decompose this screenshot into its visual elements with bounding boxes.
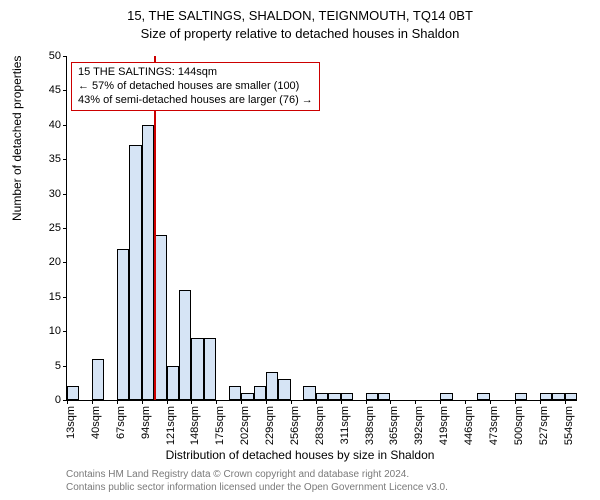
histogram-bar xyxy=(92,359,104,400)
histogram-bar xyxy=(366,393,378,400)
y-tick-label: 10 xyxy=(21,325,67,337)
histogram-bar xyxy=(278,379,290,400)
histogram-bar xyxy=(552,393,564,400)
histogram-bar xyxy=(241,393,253,400)
plot-area: 0510152025303540455013sqm40sqm67sqm94sqm… xyxy=(66,56,577,401)
x-tick-mark xyxy=(92,400,93,404)
y-tick-label: 15 xyxy=(21,291,67,303)
histogram-bar xyxy=(378,393,390,400)
x-tick-label: 175sqm xyxy=(214,406,226,445)
x-tick-mark xyxy=(465,400,466,404)
x-tick-label: 500sqm xyxy=(513,406,525,445)
histogram-bar xyxy=(67,386,79,400)
x-tick-mark xyxy=(366,400,367,404)
x-tick-mark xyxy=(540,400,541,404)
footnote-line: Contains HM Land Registry data © Crown c… xyxy=(66,468,448,481)
x-tick-label: 338sqm xyxy=(364,406,376,445)
histogram-bar xyxy=(254,386,266,400)
x-tick-mark xyxy=(216,400,217,404)
x-tick-mark xyxy=(167,400,168,404)
y-tick-label: 0 xyxy=(21,394,67,406)
x-tick-mark xyxy=(67,400,68,404)
y-tick-label: 30 xyxy=(21,188,67,200)
y-tick-label: 40 xyxy=(21,119,67,131)
x-tick-mark xyxy=(266,400,267,404)
footnote-line: Contains public sector information licen… xyxy=(66,481,448,494)
histogram-bar xyxy=(341,393,353,400)
x-tick-label: 229sqm xyxy=(264,406,276,445)
x-tick-label: 527sqm xyxy=(538,406,550,445)
x-tick-label: 446sqm xyxy=(463,406,475,445)
x-tick-mark xyxy=(142,400,143,404)
x-tick-mark xyxy=(191,400,192,404)
x-tick-label: 94sqm xyxy=(140,406,152,439)
x-tick-mark xyxy=(291,400,292,404)
page-title: 15, THE SALTINGS, SHALDON, TEIGNMOUTH, T… xyxy=(0,8,600,23)
histogram-bar xyxy=(565,393,577,400)
y-tick-label: 45 xyxy=(21,84,67,96)
x-tick-label: 473sqm xyxy=(488,406,500,445)
y-tick-label: 20 xyxy=(21,256,67,268)
x-tick-mark xyxy=(341,400,342,404)
annotation-line: ← 57% of detached houses are smaller (10… xyxy=(78,80,313,94)
histogram-bar xyxy=(117,249,129,400)
histogram-bar xyxy=(266,372,278,400)
footnote: Contains HM Land Registry data © Crown c… xyxy=(66,468,448,494)
annotation-line: 15 THE SALTINGS: 144sqm xyxy=(78,66,313,80)
x-tick-label: 554sqm xyxy=(563,406,575,445)
x-tick-label: 311sqm xyxy=(339,406,351,444)
histogram-bar xyxy=(540,393,552,400)
histogram-bar xyxy=(191,338,203,400)
x-tick-label: 13sqm xyxy=(65,406,77,439)
y-tick-label: 50 xyxy=(21,50,67,62)
x-tick-label: 202sqm xyxy=(239,406,251,445)
histogram-bar xyxy=(440,393,452,400)
annotation-line: 43% of semi-detached houses are larger (… xyxy=(78,94,313,108)
x-tick-mark xyxy=(415,400,416,404)
page-subtitle: Size of property relative to detached ho… xyxy=(0,26,600,41)
histogram-bar xyxy=(515,393,527,400)
x-tick-mark xyxy=(515,400,516,404)
x-tick-mark xyxy=(241,400,242,404)
x-tick-mark xyxy=(565,400,566,404)
histogram-bar xyxy=(167,366,179,400)
histogram-bar xyxy=(142,125,154,400)
x-tick-label: 365sqm xyxy=(388,406,400,445)
histogram-bar xyxy=(477,393,489,400)
y-tick-label: 35 xyxy=(21,153,67,165)
x-tick-label: 283sqm xyxy=(314,406,326,445)
x-tick-label: 40sqm xyxy=(90,406,102,439)
x-tick-mark xyxy=(117,400,118,404)
x-tick-mark xyxy=(316,400,317,404)
histogram-bar xyxy=(129,145,141,400)
y-tick-label: 5 xyxy=(21,360,67,372)
x-tick-mark xyxy=(490,400,491,404)
histogram-bar xyxy=(316,393,328,400)
x-tick-label: 419sqm xyxy=(438,406,450,445)
histogram-bar xyxy=(229,386,241,400)
x-tick-mark xyxy=(390,400,391,404)
histogram-bar xyxy=(179,290,191,400)
x-tick-label: 121sqm xyxy=(165,406,177,445)
x-tick-mark xyxy=(440,400,441,404)
histogram-bar xyxy=(303,386,315,400)
y-tick-label: 25 xyxy=(21,222,67,234)
x-tick-label: 67sqm xyxy=(115,406,127,439)
histogram-bar xyxy=(204,338,216,400)
x-tick-label: 392sqm xyxy=(413,406,425,445)
chart-container: 15, THE SALTINGS, SHALDON, TEIGNMOUTH, T… xyxy=(0,0,600,500)
x-tick-label: 148sqm xyxy=(189,406,201,445)
x-tick-label: 256sqm xyxy=(289,406,301,445)
x-axis-label: Distribution of detached houses by size … xyxy=(0,448,600,462)
annotation-box: 15 THE SALTINGS: 144sqm← 57% of detached… xyxy=(71,62,320,111)
histogram-bar xyxy=(328,393,340,400)
